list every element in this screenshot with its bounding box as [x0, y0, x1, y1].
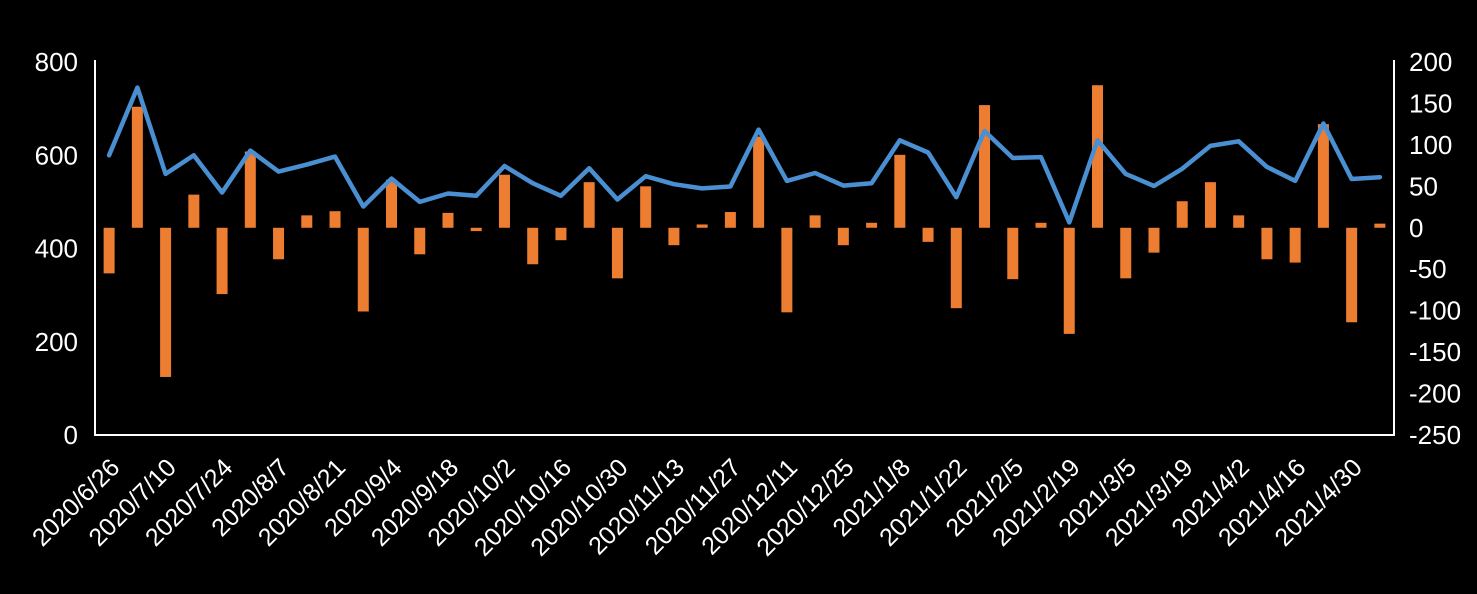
bar — [1317, 124, 1329, 228]
left-axis-tick: 800 — [35, 47, 78, 77]
bar — [131, 106, 143, 228]
bar — [979, 105, 991, 228]
bar — [414, 227, 426, 255]
left-axis-tick: 0 — [64, 420, 78, 450]
bar — [160, 227, 172, 377]
bar — [753, 136, 765, 228]
bar — [1007, 227, 1019, 280]
right-axis-tick: 100 — [1409, 130, 1452, 160]
bar — [1148, 227, 1160, 253]
left-axis-tick: 400 — [35, 234, 78, 264]
bar — [922, 227, 934, 242]
bar — [216, 227, 228, 295]
bar — [696, 224, 708, 228]
right-axis-tick: 200 — [1409, 47, 1452, 77]
bar — [950, 227, 962, 309]
bar — [1035, 222, 1047, 228]
bar — [103, 227, 115, 274]
bar — [1289, 227, 1301, 263]
bar — [301, 215, 313, 228]
bar — [1346, 227, 1358, 323]
bar — [1233, 215, 1245, 228]
bar — [244, 151, 256, 228]
bar — [809, 215, 821, 228]
bar — [1261, 227, 1273, 260]
bar — [527, 227, 539, 265]
bar — [273, 227, 285, 260]
bar — [866, 222, 878, 228]
bar — [724, 212, 736, 228]
bar — [555, 227, 567, 241]
bar — [611, 227, 623, 279]
bar — [498, 174, 510, 228]
line-series — [106, 85, 1383, 225]
right-axis-tick: 50 — [1409, 171, 1438, 201]
bar — [188, 194, 200, 228]
bar — [357, 227, 369, 312]
bar — [837, 227, 849, 246]
bar — [1120, 227, 1132, 279]
left-axis-tick: 200 — [35, 327, 78, 357]
left-axis-tick: 600 — [35, 140, 78, 170]
bar — [640, 186, 652, 228]
right-axis-tick: 150 — [1409, 88, 1452, 118]
bar — [1091, 85, 1103, 228]
bar — [1063, 227, 1075, 334]
right-axis-tick: -150 — [1409, 337, 1461, 367]
bar — [1374, 223, 1386, 228]
bar — [668, 227, 680, 246]
right-axis-tick: -250 — [1409, 420, 1461, 450]
right-axis-tick: 0 — [1409, 213, 1423, 243]
bar — [442, 212, 454, 228]
right-axis-tick: -200 — [1409, 379, 1461, 409]
bar — [386, 179, 398, 228]
right-axis-tick: -100 — [1409, 296, 1461, 326]
bar — [470, 227, 482, 232]
bar — [894, 154, 906, 228]
bar — [781, 227, 793, 313]
bar — [1204, 182, 1216, 228]
bar — [583, 182, 595, 228]
bar — [329, 211, 341, 228]
bar — [1176, 201, 1188, 228]
right-axis-tick: -50 — [1409, 254, 1447, 284]
